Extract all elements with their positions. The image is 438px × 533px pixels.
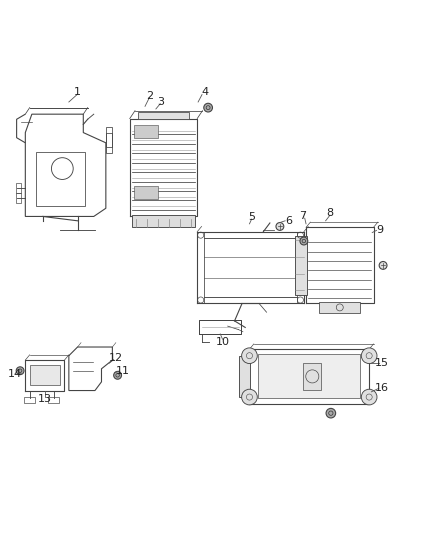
Circle shape xyxy=(276,223,284,230)
Bar xyxy=(134,186,158,199)
Text: 1: 1 xyxy=(74,87,81,98)
Bar xyxy=(48,397,59,403)
Text: 7: 7 xyxy=(300,212,307,221)
Circle shape xyxy=(326,408,336,418)
Circle shape xyxy=(242,348,257,364)
Circle shape xyxy=(300,237,308,245)
Circle shape xyxy=(379,262,387,269)
Text: 10: 10 xyxy=(215,337,230,347)
Text: 4: 4 xyxy=(201,87,208,98)
Bar xyxy=(106,127,113,147)
Text: 9: 9 xyxy=(377,225,384,236)
Bar xyxy=(138,112,188,118)
Bar xyxy=(239,356,251,397)
Bar xyxy=(25,397,35,403)
Text: 15: 15 xyxy=(375,358,389,368)
Text: 11: 11 xyxy=(115,366,129,376)
Bar xyxy=(16,183,21,193)
Text: 3: 3 xyxy=(157,97,164,107)
Text: 16: 16 xyxy=(375,383,389,393)
Circle shape xyxy=(361,348,377,364)
Text: 13: 13 xyxy=(38,394,52,404)
Text: 5: 5 xyxy=(248,212,255,222)
Circle shape xyxy=(242,389,257,405)
Text: 2: 2 xyxy=(146,91,153,101)
Text: 8: 8 xyxy=(326,208,334,219)
Text: 12: 12 xyxy=(109,353,123,363)
Circle shape xyxy=(114,372,121,379)
Circle shape xyxy=(204,103,212,112)
Circle shape xyxy=(16,367,24,375)
Bar xyxy=(30,365,60,385)
Bar xyxy=(16,193,21,203)
Bar xyxy=(134,125,158,138)
Bar xyxy=(295,236,307,295)
Bar xyxy=(132,215,195,228)
Bar xyxy=(258,354,360,398)
Bar xyxy=(319,302,360,313)
Text: 6: 6 xyxy=(285,216,292,226)
Bar xyxy=(106,133,113,153)
Text: 14: 14 xyxy=(7,368,21,378)
Bar xyxy=(36,152,85,206)
Bar xyxy=(304,363,321,390)
Circle shape xyxy=(361,389,377,405)
